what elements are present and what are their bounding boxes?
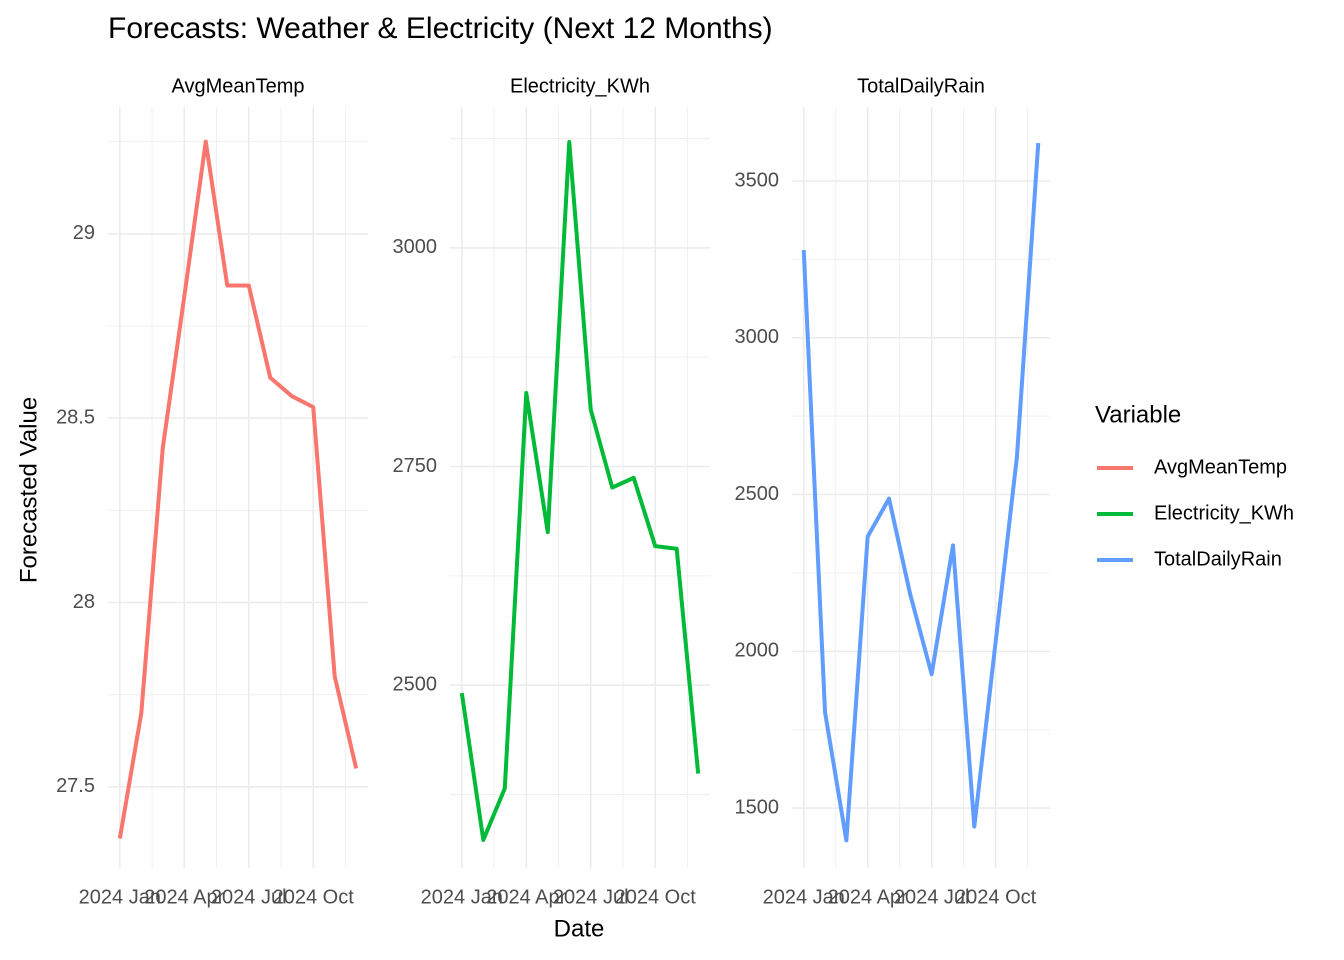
y-tick-label: 3500 <box>735 169 780 191</box>
x-tick-label: 2024 Oct <box>273 886 355 908</box>
data-line <box>801 142 1041 843</box>
chart-title: Forecasts: Weather & Electricity (Next 1… <box>108 12 773 45</box>
x-tick-label: 2024 Apr <box>144 886 224 908</box>
data-line <box>459 139 701 843</box>
y-tick-label: 2750 <box>393 455 438 477</box>
x-tick-label: 2024 Jan <box>421 886 503 908</box>
y-tick-label: 3000 <box>735 326 780 348</box>
y-tick-label: 2000 <box>735 640 780 662</box>
facet-title: TotalDailyRain <box>857 75 985 97</box>
x-tick-label: 2024 Oct <box>615 886 697 908</box>
x-tick-label: 2024 Jul <box>894 886 970 908</box>
y-tick-label: 3000 <box>393 236 438 258</box>
x-tick-label: 2024 Jul <box>211 886 287 908</box>
facet-title: Electricity_KWh <box>510 75 650 97</box>
legend-title: Variable <box>1095 401 1181 428</box>
x-tick-label: 2024 Apr <box>486 886 566 908</box>
facet-title: AvgMeanTemp <box>171 75 304 97</box>
y-axis-label: Forecasted Value <box>15 397 42 583</box>
y-tick-label: 2500 <box>393 673 438 695</box>
y-tick-label: 28 <box>73 591 95 613</box>
legend-label: TotalDailyRain <box>1154 548 1282 570</box>
y-tick-label: 2500 <box>735 483 780 505</box>
y-tick-label: 29 <box>73 222 95 244</box>
x-axis-label: Date <box>554 915 605 942</box>
legend-label: AvgMeanTemp <box>1154 456 1287 478</box>
y-tick-label: 1500 <box>735 796 780 818</box>
data-line <box>117 139 359 839</box>
y-tick-label: 28.5 <box>56 406 95 428</box>
x-tick-label: 2024 Jan <box>763 886 845 908</box>
x-tick-label: 2024 Oct <box>955 886 1037 908</box>
legend-label: Electricity_KWh <box>1154 502 1294 524</box>
y-tick-label: 27.5 <box>56 775 95 797</box>
x-tick-label: 2024 Jul <box>553 886 629 908</box>
x-tick-label: 2024 Apr <box>828 886 908 908</box>
x-tick-label: 2024 Jan <box>79 886 161 908</box>
